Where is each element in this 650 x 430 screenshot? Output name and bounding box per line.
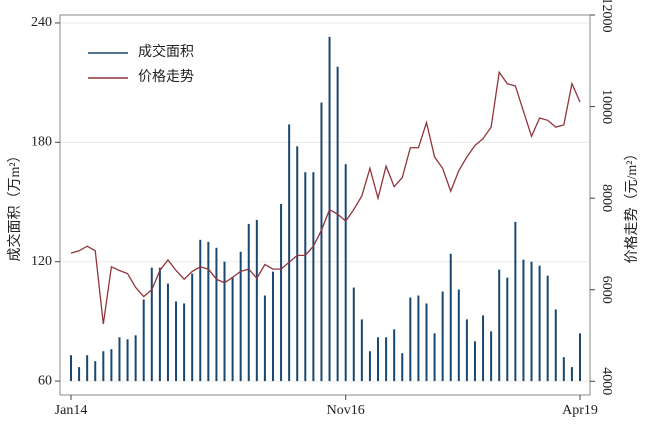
y2-tick-label: 8000 (599, 184, 614, 212)
x-tick-label: Nov16 (327, 403, 365, 418)
bar (377, 337, 380, 382)
bar (288, 124, 291, 382)
bar (199, 239, 202, 382)
bar (166, 283, 169, 382)
bar (118, 337, 121, 382)
bar (86, 355, 89, 382)
bar (473, 341, 476, 382)
bar (183, 303, 186, 382)
bar (514, 221, 517, 382)
plot-frame (59, 14, 591, 396)
bar (247, 223, 250, 382)
y2-tick-label: 10000 (599, 89, 614, 124)
bar (231, 277, 234, 382)
bar (482, 315, 485, 382)
bar (522, 259, 525, 382)
y-tick-label: 240 (31, 15, 52, 30)
bar (457, 289, 460, 382)
bar (538, 265, 541, 382)
bar (207, 241, 210, 382)
bar (296, 146, 299, 382)
bar (320, 102, 323, 382)
bar (304, 172, 307, 382)
bar (263, 295, 266, 382)
bar (78, 367, 81, 382)
y2-tick-label: 4000 (599, 367, 614, 395)
bar (433, 333, 436, 382)
bar (94, 361, 97, 382)
bar (271, 271, 274, 382)
legend-label: 价格走势 (138, 69, 194, 85)
bar (239, 251, 242, 382)
bar (506, 277, 509, 382)
x-tick-label: Apr19 (562, 403, 598, 418)
bar (368, 351, 371, 382)
y2-axis-label: 价格走势（元/m²） (624, 147, 640, 264)
bar (223, 261, 226, 382)
bar (530, 261, 533, 382)
bar (70, 355, 72, 382)
y2-tick-label: 12000 (599, 0, 614, 33)
bar (409, 297, 412, 382)
bar (191, 273, 194, 382)
bar (562, 357, 565, 382)
x-tick-label: Jan14 (55, 403, 88, 418)
y-tick-label: 60 (38, 373, 52, 388)
bar (401, 353, 404, 382)
bar (579, 333, 581, 382)
bar (336, 66, 339, 382)
bar (546, 275, 549, 382)
bar (554, 309, 557, 382)
bar (344, 164, 347, 382)
bar (425, 303, 428, 382)
bar (465, 319, 468, 382)
y2-tick-label: 6000 (599, 276, 614, 304)
legend-label: 成交面积 (138, 43, 194, 60)
bar (150, 267, 153, 382)
bar (102, 351, 105, 382)
bar (126, 339, 129, 382)
bar (498, 269, 501, 382)
bar (490, 331, 493, 382)
bar (215, 247, 218, 382)
y-axis-label: 成交面积（万m²） (6, 148, 23, 261)
bar (385, 337, 388, 382)
bar (441, 291, 444, 382)
bar (255, 219, 258, 382)
bar (158, 267, 161, 382)
bar (449, 253, 452, 382)
bar (393, 329, 396, 382)
bar (570, 367, 573, 382)
price-line (70, 70, 581, 325)
bar (417, 295, 420, 382)
bar (134, 335, 137, 382)
bar (110, 349, 113, 382)
bar (360, 319, 363, 382)
bar (280, 204, 283, 382)
y-tick-label: 120 (31, 254, 52, 269)
bar (312, 172, 315, 382)
bar (175, 301, 178, 382)
bar (352, 287, 355, 382)
y-tick-label: 180 (31, 135, 52, 150)
bar (142, 299, 145, 382)
